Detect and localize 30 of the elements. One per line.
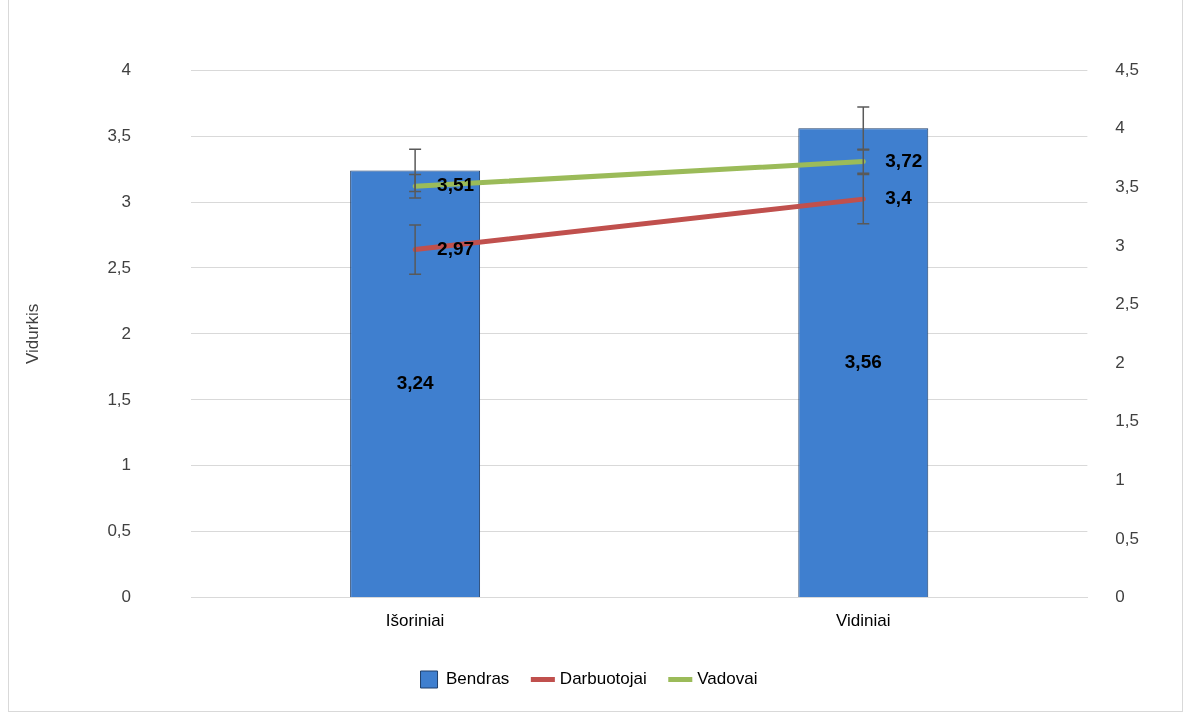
y-tick-label: 1,5 — [107, 389, 132, 409]
y2-tick-label: 4 — [1115, 118, 1125, 138]
y2-tick-label: 4,5 — [1115, 59, 1140, 79]
data-label: 3,51 — [437, 174, 475, 196]
data-label: 3,24 — [396, 371, 435, 393]
y2-tick-label: 3 — [1115, 235, 1125, 255]
y2-tick-label: 2,5 — [1115, 294, 1140, 314]
y-tick-label: 4 — [121, 59, 132, 79]
y-tick-label: 3 — [121, 191, 132, 211]
y2-tick-label: 3,5 — [1115, 177, 1140, 197]
y-tick-label: 3,5 — [107, 125, 132, 145]
y2-tick-label: 0,5 — [1115, 528, 1140, 548]
y2-tick-label: 0 — [1115, 587, 1125, 607]
y2-tick-label: 1 — [1115, 470, 1125, 490]
y-tick-label: 0 — [121, 587, 132, 607]
data-label: 3,56 — [844, 350, 882, 372]
y-axis-title: Vidurkis — [22, 303, 42, 364]
x-tick-label: Vidiniai — [836, 611, 891, 631]
y2-tick-label: 1,5 — [1115, 411, 1140, 431]
y-tick-label: 2,5 — [107, 257, 132, 277]
y-tick-label: 1 — [121, 455, 132, 475]
y-tick-label: 2 — [121, 323, 132, 343]
data-label: 3,4 — [885, 187, 913, 209]
data-label: 3,72 — [885, 149, 923, 171]
legend-label: Vadovai — [697, 669, 758, 689]
x-tick-label: Išoriniai — [385, 611, 445, 631]
y2-tick-label: 2 — [1115, 352, 1125, 372]
legend-label: Darbuotojai — [559, 669, 647, 689]
legend-label: Bendras — [446, 669, 510, 689]
y-tick-label: 0,5 — [107, 521, 132, 541]
